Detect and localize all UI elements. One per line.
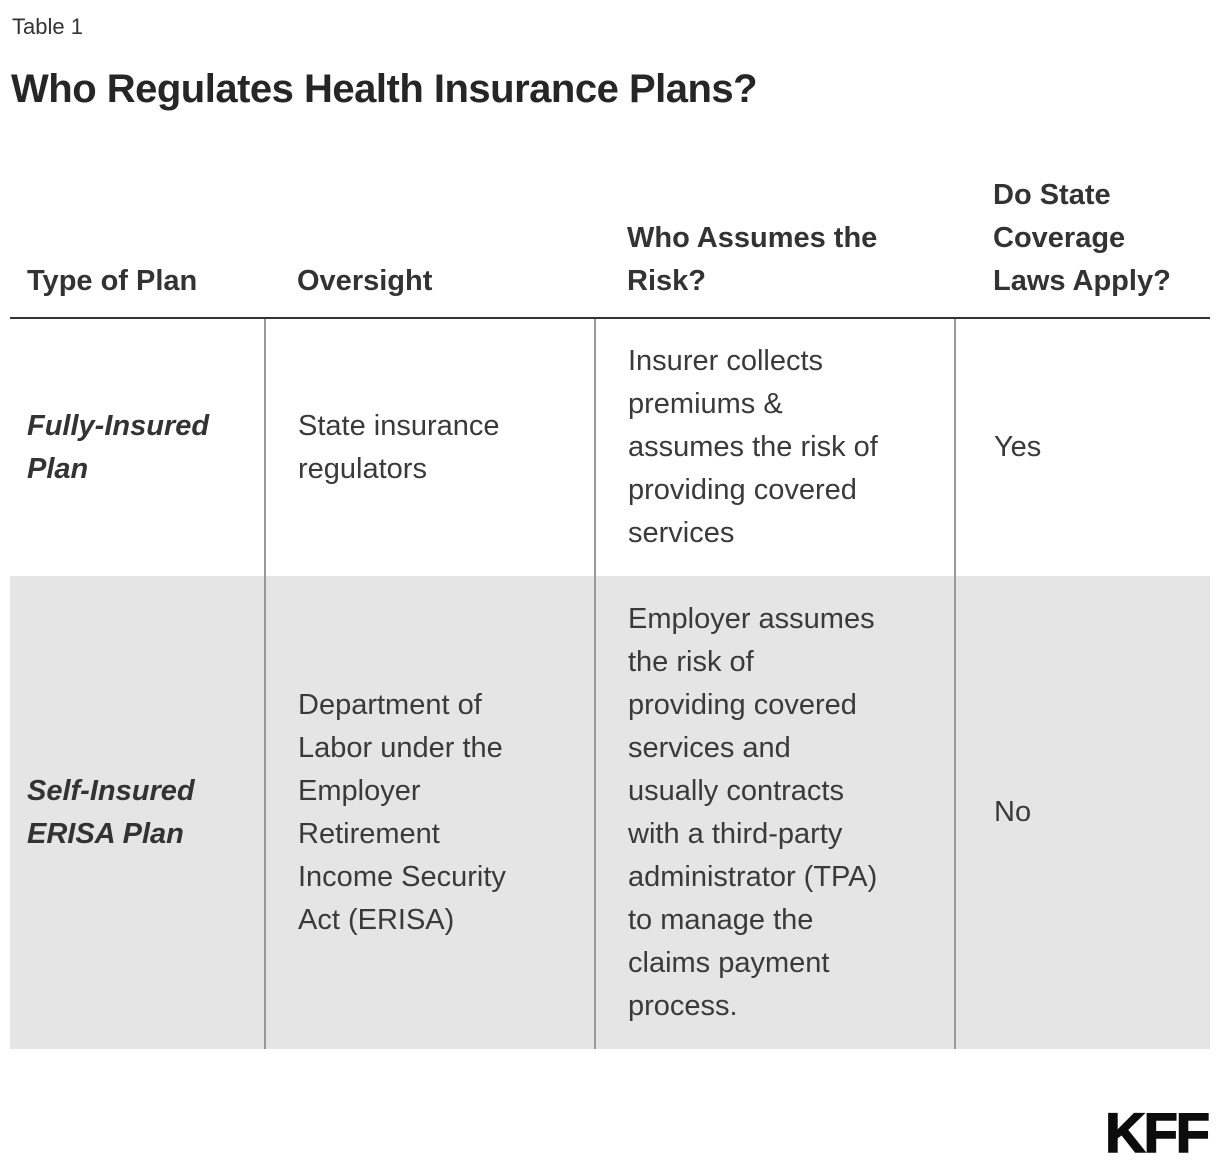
regulation-table: Type of Plan Oversight Who Assumes the R… [10, 0, 1210, 1049]
table-header-row: Type of Plan Oversight Who Assumes the R… [10, 0, 1210, 319]
col-header-type-of-plan: Type of Plan [10, 0, 265, 319]
table-row-self-insured-erisa: Self-Insured ERISA Plan Department of La… [10, 576, 1210, 1049]
table-row-fully-insured: Fully-Insured Plan State insurance regul… [10, 318, 1210, 576]
cell-plan-type: Fully-Insured Plan [27, 409, 210, 485]
cell-oversight: State insurance regulators [264, 318, 595, 576]
cell-who-assumes-risk: Insurer collects premiums & assumes the … [594, 318, 955, 576]
col-header-state-laws-apply: Do State Coverage Laws Apply? [955, 0, 1210, 319]
col-header-who-assumes-risk: Who Assumes the Risk? [595, 0, 955, 319]
cell-who-assumes-risk: Employer assumes the risk of providing c… [594, 576, 955, 1049]
kff-logo: KFF [1104, 1101, 1210, 1164]
cell-state-laws-apply: Yes [954, 318, 1210, 576]
cell-plan-type: Self-Insured ERISA Plan [10, 576, 265, 1049]
cell-oversight: Department of Labor under the Employer R… [264, 576, 595, 1049]
cell-state-laws-apply: No [954, 576, 1210, 1049]
col-header-oversight: Oversight [265, 0, 595, 319]
